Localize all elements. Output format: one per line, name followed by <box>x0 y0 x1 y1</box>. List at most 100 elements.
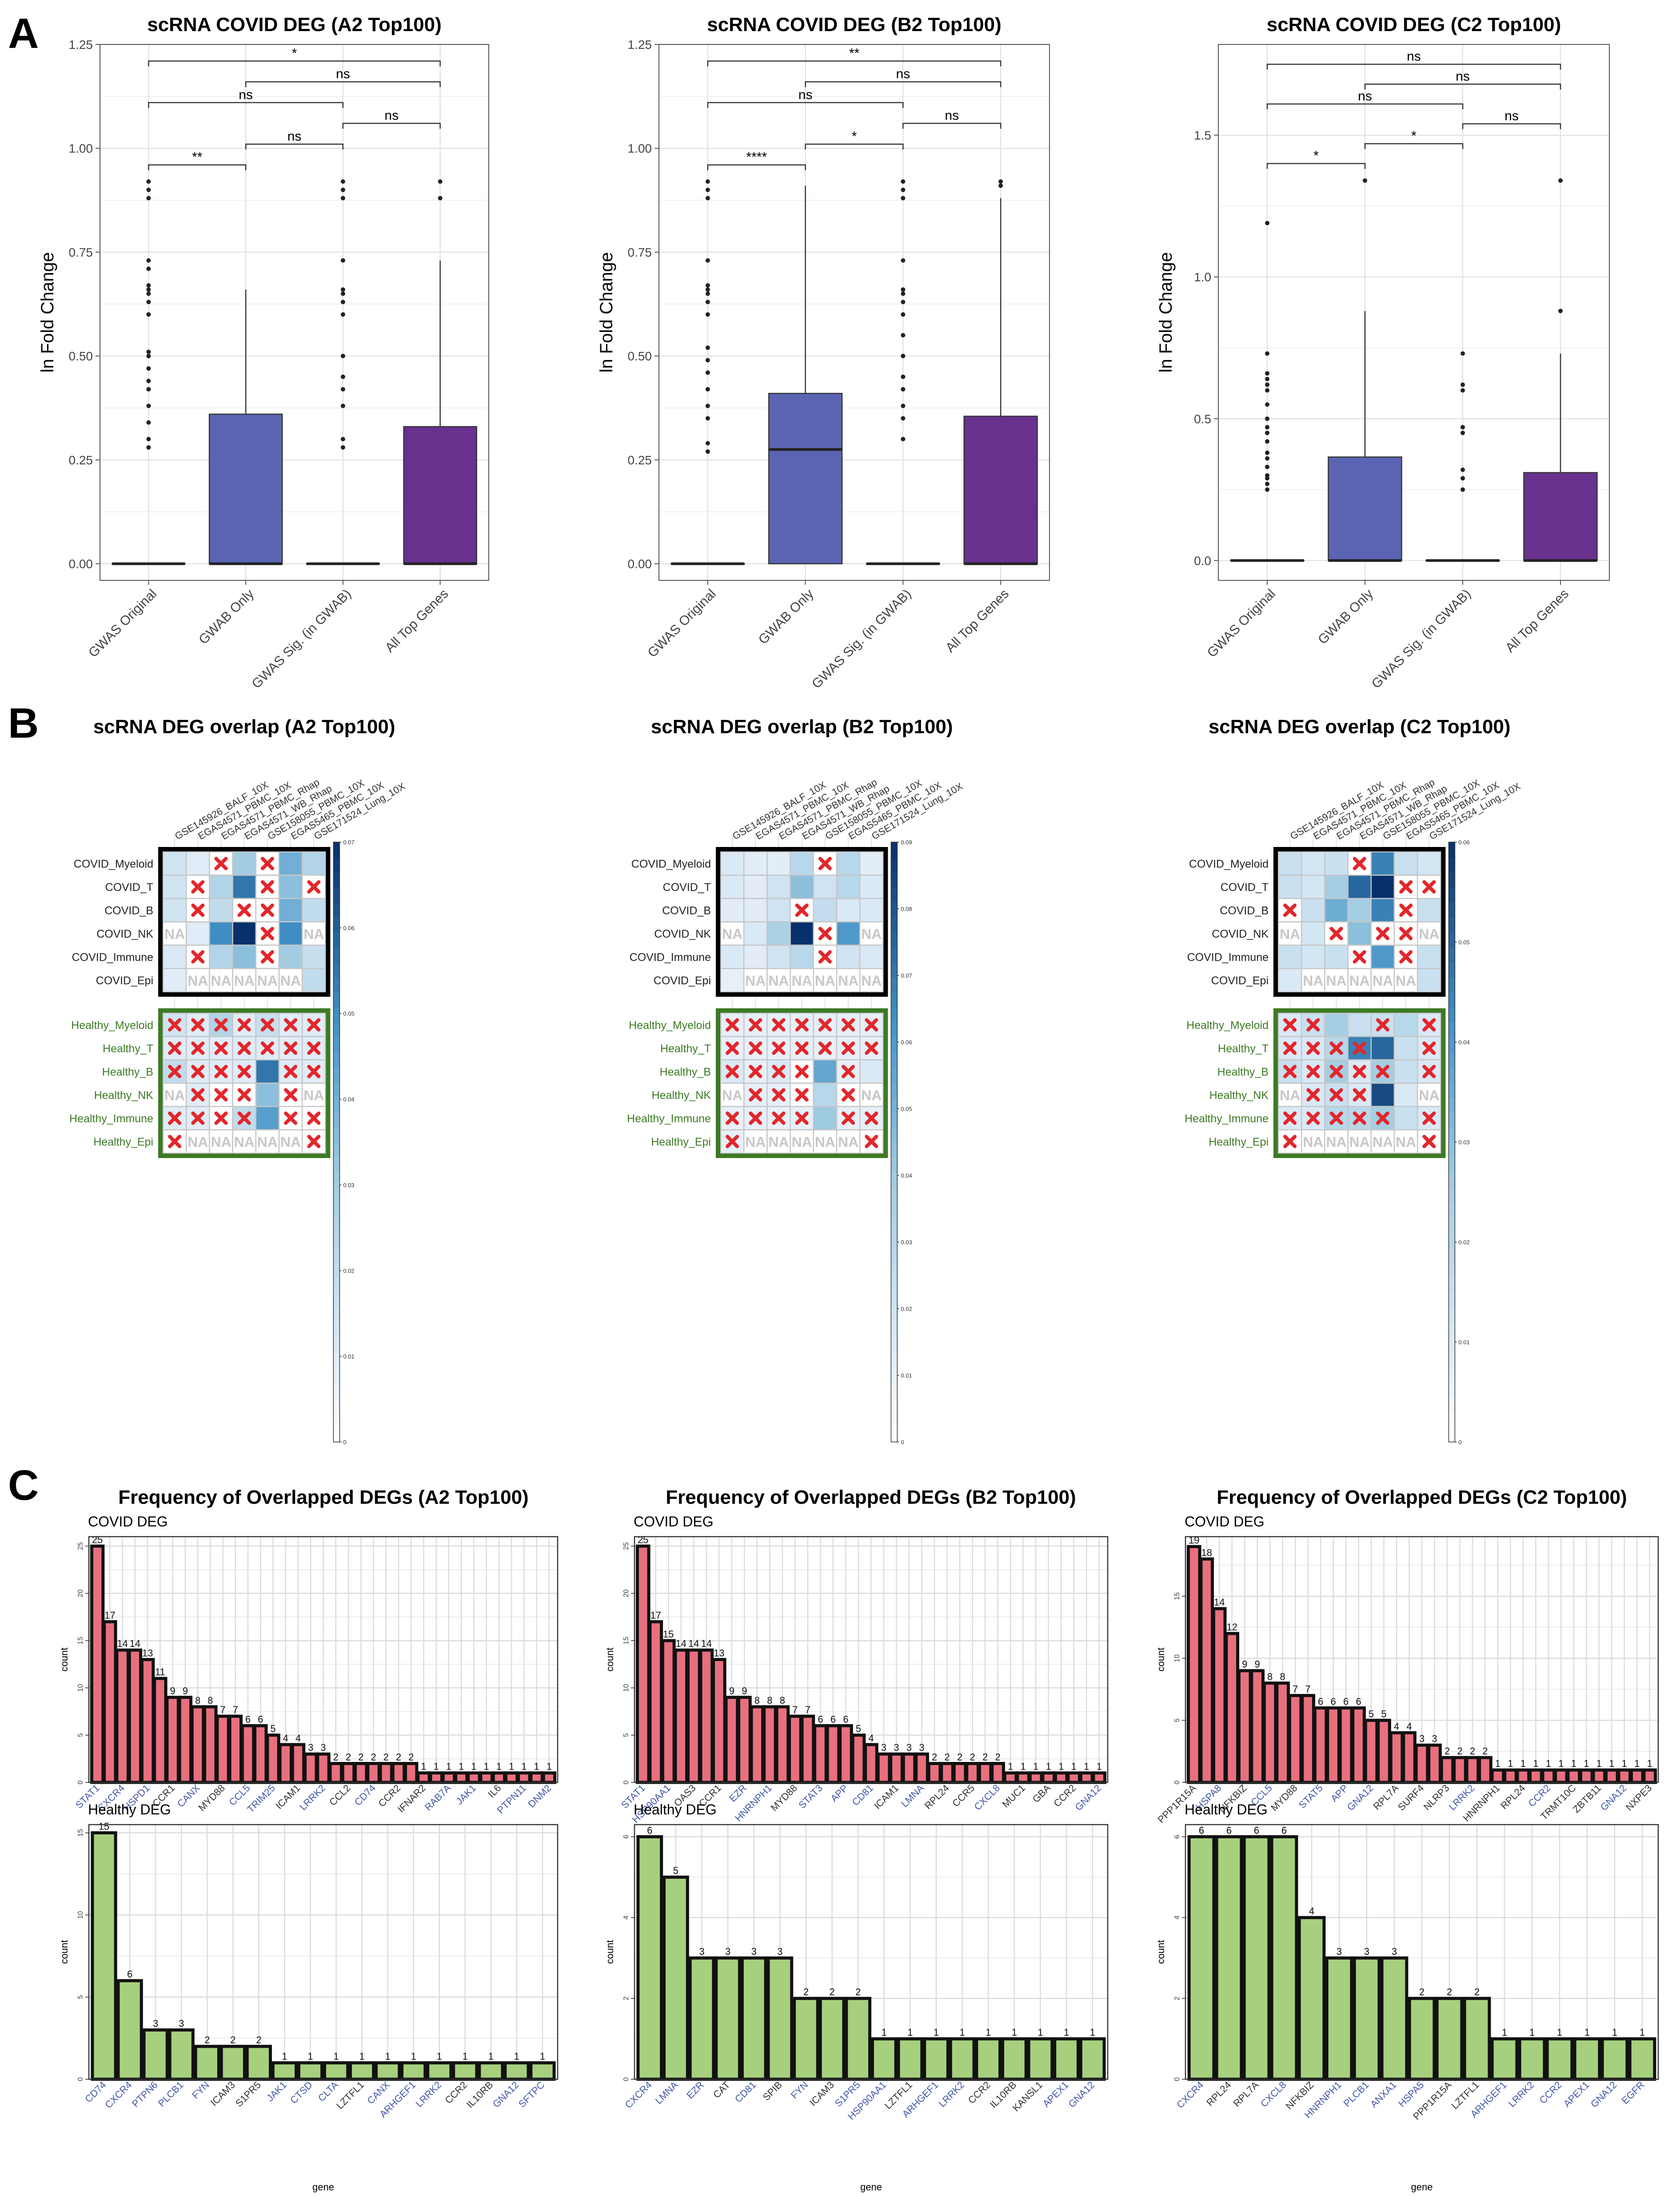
heatmap-cell <box>859 1083 884 1107</box>
y-tick-label: 0.50 <box>69 349 93 363</box>
bar-value-label: 14 <box>1214 1597 1225 1608</box>
subplot-title: Healthy DEG <box>1185 1802 1268 1818</box>
cross-mark <box>284 1088 298 1102</box>
x-tick-label: GWAB Only <box>1315 587 1376 647</box>
heatmap-cell <box>1324 944 1349 969</box>
bar-value-label: 1 <box>934 2027 939 2038</box>
bar <box>1478 1756 1492 1784</box>
bar-value-label: 5 <box>856 1723 861 1734</box>
bar <box>215 1714 230 1784</box>
outlier-point <box>146 287 151 292</box>
bar-value-label: 6 <box>258 1714 263 1725</box>
bar-value-label: 18 <box>1201 1547 1212 1558</box>
colorbar: 0 0.01 0.02 0.03 0.04 0.05 0.06 0.07 0.08 0.09 <box>890 839 912 1446</box>
colorbar-segment <box>1449 1022 1455 1038</box>
na-label: NA <box>257 1134 278 1150</box>
cross-mark <box>191 903 205 917</box>
outlier-point <box>901 387 906 391</box>
bracket-line <box>1364 84 1561 90</box>
heatmap-row-label: Healthy_Epi <box>1209 1136 1269 1148</box>
outlier-point <box>1265 402 1269 407</box>
heatmap-cell <box>813 875 838 899</box>
outlier-point <box>340 374 345 379</box>
bar-value-label: 5 <box>1381 1708 1386 1719</box>
cross-mark <box>1329 1065 1343 1079</box>
bar-value-label: 1 <box>1609 1758 1614 1769</box>
box-group <box>306 179 380 565</box>
na-label: NA <box>280 1134 301 1150</box>
bar <box>1186 1545 1201 1784</box>
cross-mark <box>168 1134 182 1148</box>
colorbar-segment <box>333 1157 340 1173</box>
bar-value-label: 1 <box>359 2051 364 2062</box>
colorbar-tick-label: 0.04 <box>343 1096 354 1103</box>
heatmap-row-label: COVID_Immune <box>72 951 153 963</box>
colorbar-segment <box>891 1187 898 1202</box>
na-label: NA <box>815 973 835 989</box>
cross-mark <box>1422 1134 1436 1148</box>
y-tick-label: 0 <box>1173 1780 1181 1784</box>
heatmap-row-label: Healthy_Myeloid <box>1186 1019 1269 1031</box>
bar-value-label: 5 <box>1369 1708 1374 1719</box>
cross-mark <box>1329 1088 1343 1102</box>
subplot-title: COVID DEG <box>88 1514 168 1530</box>
boxplot-chart-2: scRNA COVID DEG (B2 Top100) 0.00 0.25 0.50 0… <box>597 14 1050 691</box>
outlier-point <box>705 416 710 421</box>
outlier-point <box>1363 178 1367 183</box>
colorbar-segment <box>891 1217 898 1233</box>
bar <box>1490 2037 1519 2081</box>
heatmap-cell <box>255 1083 280 1107</box>
colorbar-segment <box>1449 902 1455 918</box>
bar-value-label: 3 <box>725 1946 730 1957</box>
bar <box>303 1752 318 1784</box>
outlier-point <box>146 366 151 371</box>
bar-value-label: 12 <box>1226 1622 1237 1633</box>
colorbar-segment <box>891 1007 898 1023</box>
colorbar-segment <box>891 1037 898 1053</box>
bar <box>1351 1706 1366 1784</box>
significance-label: ns <box>798 88 813 102</box>
cross-mark <box>865 1111 878 1125</box>
heatmap-cell <box>836 851 861 876</box>
colorbar-segment <box>891 1172 898 1188</box>
na-label: NA <box>1349 1134 1370 1150</box>
outlier-point <box>438 179 443 184</box>
cross-mark <box>1399 903 1413 917</box>
heatmap-cell <box>813 1106 838 1130</box>
bar <box>737 1696 752 1784</box>
bar-value-label: 3 <box>320 1742 326 1753</box>
bar <box>1628 2037 1656 2081</box>
colorbar-segment <box>333 1202 340 1218</box>
y-tick-label: 10 <box>623 1684 630 1692</box>
y-axis-label: count <box>59 1940 70 1964</box>
colorbar-segment <box>891 1082 898 1098</box>
bar-value-label: 2 <box>982 1751 988 1762</box>
outlier-point <box>1265 416 1269 421</box>
colorbar-segment <box>333 1187 340 1202</box>
significance-bracket: * <box>1364 128 1464 149</box>
heatmap-cell <box>720 921 745 946</box>
bar <box>1629 1768 1644 1784</box>
gene-label: S1PR5 <box>233 2079 263 2109</box>
outlier-point <box>1265 487 1269 492</box>
bar <box>1541 1768 1556 1784</box>
bar-value-label: 17 <box>650 1610 661 1621</box>
heatmap-row-label: COVID_Immune <box>1187 951 1269 963</box>
y-tick-label: 25 <box>623 1542 630 1550</box>
bar <box>403 1762 419 1784</box>
outlier-point <box>1461 476 1465 481</box>
outlier-point <box>901 312 906 317</box>
cross-mark <box>749 1018 762 1032</box>
significance-label: * <box>292 46 297 60</box>
significance-bracket: * <box>1266 148 1366 169</box>
colorbar-tick-label: 0.01 <box>901 1372 912 1379</box>
bar-value-label: 2 <box>371 1751 376 1762</box>
gene-label: APP <box>1329 1782 1350 1804</box>
gene-label: CXCL8 <box>1258 2079 1289 2109</box>
colorbar-tick-label: 0.02 <box>901 1306 912 1312</box>
heatmap-cell <box>813 1059 838 1084</box>
box-group <box>1523 178 1598 562</box>
bar <box>978 1762 993 1784</box>
box-body <box>1328 456 1402 561</box>
bar-value-label: 1 <box>1622 1758 1627 1769</box>
